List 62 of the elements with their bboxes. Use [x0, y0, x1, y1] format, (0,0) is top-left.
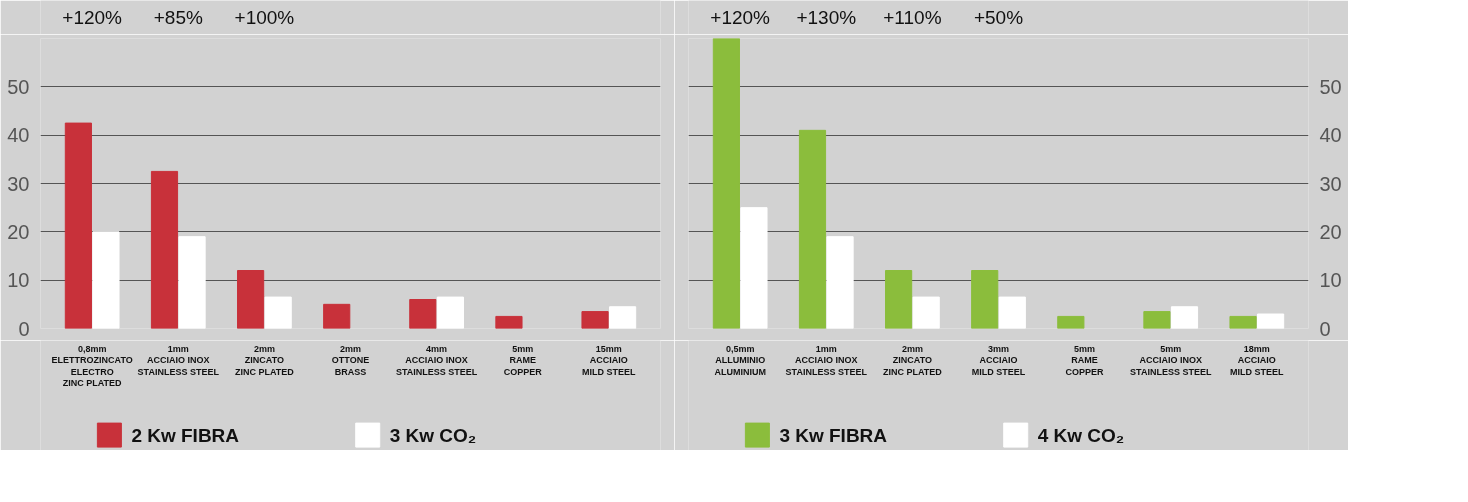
bar [1229, 315, 1257, 329]
y-tick-label: 40 [7, 124, 30, 147]
bar [998, 296, 1026, 329]
x-tick-label: 2mm ZINCATO ZINC PLATED [234, 343, 295, 377]
bar [712, 38, 740, 329]
x-tick-label: 0,8mm ELETTROZINCATO ELECTRO ZINC PLATED [51, 343, 133, 389]
text: +120% [710, 7, 771, 28]
x-tick-label: 1mm ACCIAIO INOX STAINLESS STEEL [137, 343, 220, 377]
x-tick-label: 5mm RAME COPPER [503, 343, 543, 377]
y2-tick-label: 0 [1319, 317, 1331, 340]
legend-label: 2 Kw FIBRA [131, 424, 240, 446]
text: +110% [883, 7, 942, 28]
text: +130% [796, 7, 857, 28]
x-tick-label: 2mm OTTONE BRASS [331, 343, 370, 377]
legend-label: 3 Kw CO₂ [389, 424, 477, 446]
bar [178, 236, 206, 329]
legend-label: 3 Kw FIBRA [779, 424, 888, 446]
bar [826, 236, 854, 329]
bar [409, 299, 437, 329]
x-tick-label: 5mm ACCIAIO INOX STAINLESS STEEL [1130, 343, 1212, 377]
y-tick-label: 20 [7, 220, 30, 243]
bar [912, 296, 940, 329]
bar [323, 303, 351, 329]
bar [1057, 315, 1085, 329]
x-tick-label: 15mm ACCIAIO MILD STEEL [582, 343, 637, 377]
bar [1143, 311, 1171, 329]
bar [495, 315, 523, 329]
x-tick-label: 5mm RAME COPPER [1065, 343, 1105, 377]
bar [150, 170, 179, 329]
text: +50% [973, 7, 1024, 28]
bar [264, 296, 292, 329]
x-tick-label: 4mm ACCIAIO INOX STAINLESS STEEL [395, 343, 478, 377]
y2-tick-label: 50 [1319, 75, 1342, 98]
bar [798, 129, 827, 329]
bar [92, 231, 120, 329]
y2-tick-label: 20 [1319, 220, 1342, 243]
text: +100% [234, 7, 295, 28]
x-tick-label: 0,5mm ALLUMINIO ALUMINIUM [714, 343, 766, 377]
legend-label: 4 Kw CO₂ [1037, 424, 1125, 446]
x-tick-label: 1mm ACCIAIO INOX STAINLESS STEEL [785, 343, 868, 377]
bar [1257, 313, 1285, 329]
y2-tick-label: 10 [1319, 269, 1342, 292]
bar [581, 311, 609, 329]
bar [64, 122, 92, 329]
text: +120% [62, 7, 123, 28]
y-tick-label: 10 [7, 269, 30, 292]
bar [740, 207, 768, 329]
bar [1170, 306, 1199, 329]
bar [885, 270, 913, 329]
y2-tick-label: 40 [1319, 124, 1342, 147]
x-tick-label: 3mm ACCIAIO MILD STEEL [971, 343, 1026, 377]
y-tick-label: 0 [18, 317, 30, 340]
bar [971, 270, 999, 329]
y-tick-label: 50 [7, 75, 30, 98]
x-tick-label: 18mm ACCIAIO MILD STEEL [1230, 343, 1285, 377]
bar [609, 306, 637, 329]
bar [237, 270, 265, 329]
bar [436, 296, 464, 329]
text: +85% [153, 7, 203, 28]
x-tick-label: 2mm ZINCATO ZINC PLATED [882, 343, 943, 377]
y-tick-label: 30 [7, 172, 30, 195]
y2-tick-label: 30 [1319, 172, 1342, 195]
